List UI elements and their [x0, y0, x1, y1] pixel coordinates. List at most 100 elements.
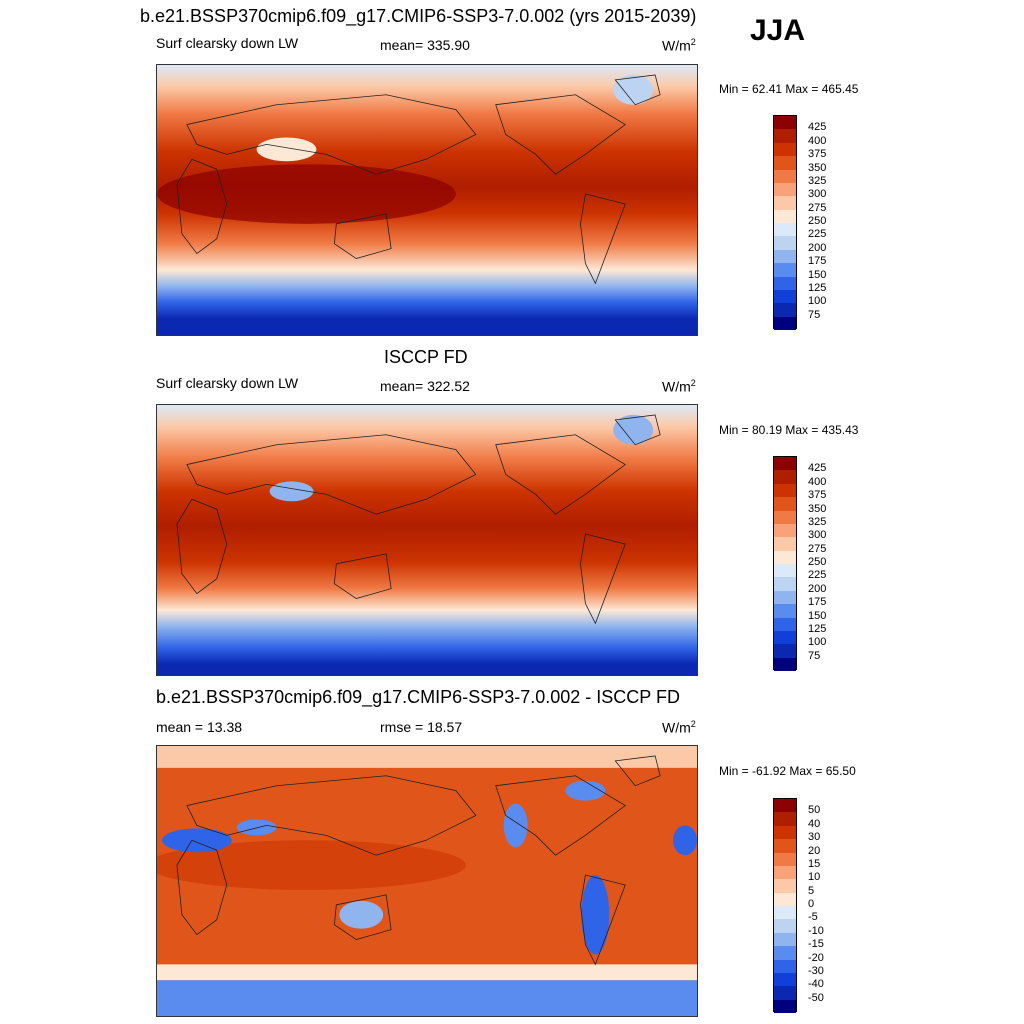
colorbar-tick-label: 75: [808, 308, 821, 321]
panel2-colorbar: [773, 456, 797, 671]
colorbar-tick-label: 300: [808, 188, 827, 201]
colorbar-swatch: [774, 919, 796, 933]
colorbar-swatch: [774, 972, 796, 987]
panel2-units: W/m2: [662, 378, 696, 395]
colorbar-swatch: [774, 303, 796, 317]
colorbar-tick-label: 400: [808, 475, 827, 488]
colorbar-swatch: [774, 523, 796, 538]
colorbar-swatch: [774, 196, 796, 210]
season-label: JJA: [750, 14, 806, 47]
panel2-coastlines: [176, 414, 661, 625]
colorbar-tick-label: 375: [808, 489, 827, 502]
colorbar-swatch: [774, 497, 796, 511]
panel2-title: ISCCP FD: [384, 347, 468, 367]
panel2-mean-label: mean= 322.52: [380, 378, 470, 394]
colorbar-swatch: [774, 537, 796, 551]
colorbar-swatch: [774, 209, 796, 223]
colorbar-tick-label: 175: [808, 255, 827, 268]
colorbar-tick-label: 275: [808, 201, 827, 214]
colorbar-swatch: [774, 644, 796, 658]
colorbar-tick-label: 75: [808, 649, 821, 662]
colorbar-tick-label: 325: [808, 174, 827, 187]
colorbar-swatch: [774, 946, 796, 960]
colorbar-swatch: [774, 932, 796, 947]
colorbar-swatch: [774, 577, 796, 591]
colorbar-tick-label: -50: [808, 991, 824, 1004]
colorbar-swatch: [774, 799, 796, 813]
panel1-coastlines: [176, 74, 661, 285]
panel1-colorbar: [773, 115, 797, 330]
colorbar-swatch: [774, 156, 796, 170]
colorbar-tick-label: 425: [808, 462, 827, 475]
colorbar-tick-label: 225: [808, 228, 827, 241]
panel1-units: W/m2: [662, 37, 696, 54]
colorbar-tick-label: 5: [808, 884, 815, 897]
colorbar-swatch: [774, 316, 796, 330]
colorbar-tick-label: 125: [808, 622, 827, 635]
colorbar-tick-label: 50: [808, 804, 821, 817]
colorbar-tick-label: 0: [808, 898, 815, 910]
colorbar-swatch: [774, 116, 796, 130]
colorbar-swatch: [774, 999, 796, 1013]
colorbar-tick-label: 30: [808, 831, 821, 844]
colorbar-swatch: [774, 852, 796, 866]
panel3-minmax: Min = -61.92 Max = 65.50: [719, 764, 856, 778]
colorbar-swatch: [774, 590, 796, 605]
colorbar-swatch: [774, 470, 796, 484]
colorbar-swatch: [774, 959, 796, 973]
panel2-variable-label: Surf clearsky down LW: [156, 375, 299, 391]
colorbar-swatch: [774, 510, 796, 524]
colorbar-tick-label: 15: [808, 857, 821, 870]
colorbar-tick-label: 125: [808, 281, 827, 294]
colorbar-swatch: [774, 289, 796, 304]
colorbar-tick-label: -15: [808, 938, 824, 951]
colorbar-swatch: [774, 825, 796, 840]
colorbar-tick-label: -30: [808, 964, 824, 977]
colorbar-swatch: [774, 630, 796, 645]
colorbar-tick-label: 375: [808, 148, 827, 161]
colorbar-swatch: [774, 879, 796, 893]
panel2-minmax: Min = 80.19 Max = 435.43: [719, 423, 859, 437]
figure-title: b.e21.BSSP370cmip6.f09_g17.CMIP6-SSP3-7.…: [140, 6, 697, 26]
panel3-map: [156, 745, 698, 1017]
panel3-coastlines: [176, 755, 661, 966]
panel3-mean-label: mean = 13.38: [156, 719, 243, 735]
colorbar-tick-label: -40: [808, 978, 824, 991]
colorbar-tick-label: 250: [808, 215, 827, 227]
panel1-minmax: Min = 62.41 Max = 465.45: [719, 82, 859, 96]
colorbar-swatch: [774, 839, 796, 853]
colorbar-swatch: [774, 236, 796, 250]
colorbar-tick-label: -20: [808, 951, 824, 964]
colorbar-swatch: [774, 483, 796, 498]
colorbar-swatch: [774, 223, 796, 237]
colorbar-tick-label: 10: [808, 871, 821, 884]
colorbar-swatch: [774, 564, 796, 578]
panel3-title: b.e21.BSSP370cmip6.f09_g17.CMIP6-SSP3-7.…: [156, 687, 680, 707]
colorbar-swatch: [774, 617, 796, 631]
colorbar-swatch: [774, 657, 796, 671]
colorbar-tick-label: 200: [808, 582, 827, 595]
colorbar-swatch: [774, 263, 796, 277]
colorbar-tick-label: 350: [808, 502, 827, 515]
panel2-map: [156, 404, 698, 676]
colorbar-tick-label: 250: [808, 556, 827, 568]
colorbar-swatch: [774, 169, 796, 183]
colorbar-tick-label: 150: [808, 609, 827, 622]
colorbar-swatch: [774, 182, 796, 197]
colorbar-swatch: [774, 812, 796, 826]
colorbar-tick-label: 300: [808, 529, 827, 542]
colorbar-swatch: [774, 142, 796, 157]
colorbar-swatch: [774, 906, 796, 920]
colorbar-tick-label: 100: [808, 636, 827, 649]
colorbar-tick-label: -5: [808, 911, 818, 924]
colorbar-tick-label: 175: [808, 596, 827, 609]
colorbar-tick-label: 275: [808, 542, 827, 555]
panel1-mean-label: mean= 335.90: [380, 37, 470, 53]
colorbar-swatch: [774, 865, 796, 880]
panel3-colorbar: [773, 798, 797, 1013]
colorbar-tick-label: 325: [808, 515, 827, 528]
colorbar-swatch: [774, 550, 796, 564]
colorbar-swatch: [774, 892, 796, 906]
colorbar-tick-label: 350: [808, 161, 827, 174]
colorbar-tick-label: 425: [808, 121, 827, 134]
